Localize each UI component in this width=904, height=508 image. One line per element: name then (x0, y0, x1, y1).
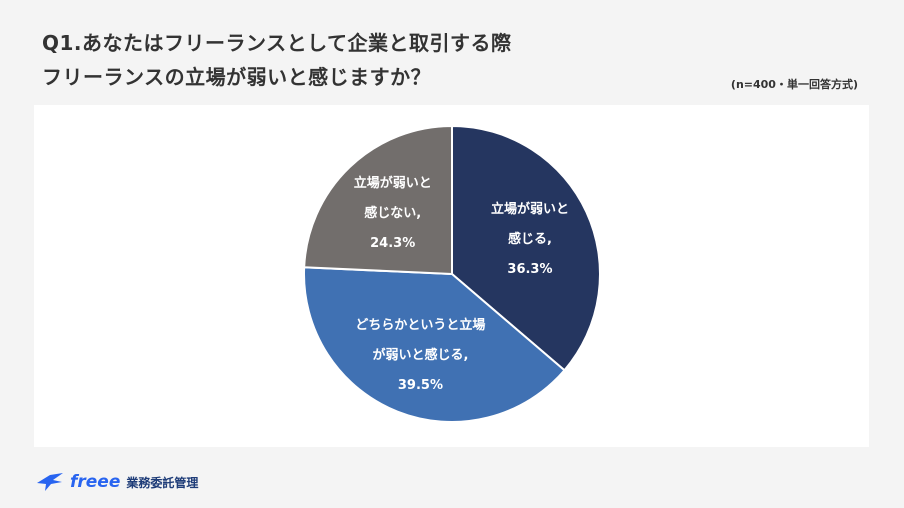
chart-title: Q1.あなたはフリーランスとして企業と取引する際 フリーランスの立場が弱いと感じ… (42, 26, 512, 94)
pie-slice-label-line: 24.3% (370, 236, 415, 251)
pie-slice-0 (451, 124, 601, 372)
pie-slice-label-line: 感じる, (508, 231, 552, 247)
bird-logo-icon (37, 473, 63, 491)
pie-slice-label-line: 39.5% (398, 378, 443, 393)
pie-slice-label-line: 立場が弱いと (491, 201, 569, 217)
service-name: 業務委託管理 (126, 475, 199, 490)
chart-title-line-1: Q1.あなたはフリーランスとして企業と取引する際 (42, 31, 512, 55)
sample-note: (n=400・単一回答方式) (730, 78, 858, 91)
pie-chart: 立場が弱いと感じる, 36.3%どちらかというと立場が弱いと感じる, 39.5%立場… (303, 124, 601, 423)
pie-slice-label-line: どちらかというと立場 (355, 317, 485, 333)
pie-slice-label-line: 感じない, (364, 205, 421, 221)
pie-slice-label-line: が弱いと感じる, (372, 347, 468, 363)
chart-title-line-2: フリーランスの立場が弱いと感じますか？ (42, 65, 432, 89)
pie-slice-label-1: どちらかというと立場が弱いと感じる, 39.5% (355, 317, 485, 393)
chart-panel: 立場が弱いと感じる, 36.3% どちらかというと立場が弱いと感じる, 39.5% 立場… (34, 105, 869, 447)
footer-logo: freee 業務委託管理 (36, 470, 198, 494)
pie-slice-label-line: 36.3% (507, 262, 552, 277)
pie-slice-2 (303, 124, 453, 276)
pie-slice-label-2: 立場が弱いと感じない, 24.3% (354, 175, 432, 251)
pie-slice-1 (303, 266, 566, 423)
pie-slice-label-line: 立場が弱いと (354, 175, 432, 191)
pie-slice-label-0: 立場が弱いと感じる, 36.3% (491, 201, 569, 277)
brand-name: freee (70, 472, 121, 492)
